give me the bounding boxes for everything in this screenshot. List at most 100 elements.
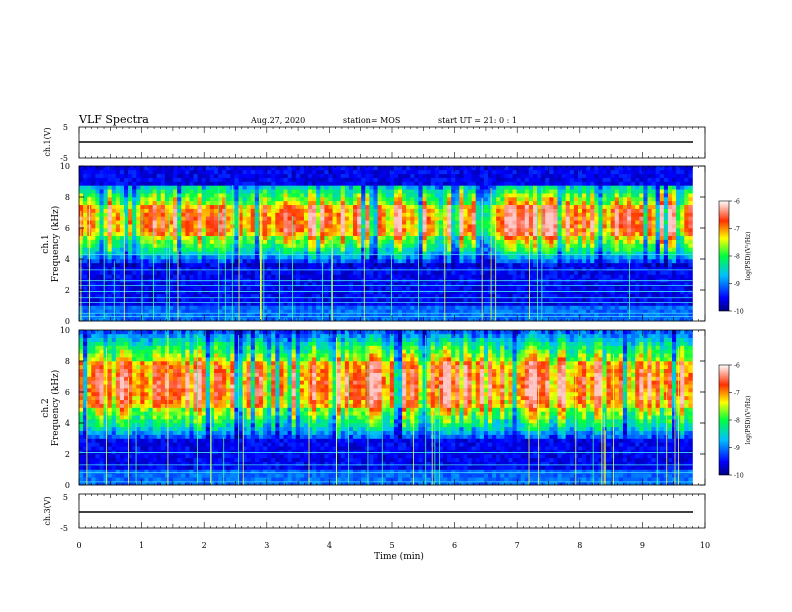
spectrogram-cell [504,169,509,175]
spectrogram-cell [545,224,550,229]
spectrogram-cell [344,274,350,279]
spectrogram-cell [177,212,182,217]
spectrogram-cell [168,247,174,252]
spectrogram-cell [541,274,546,279]
spectrogram-cell [381,193,387,198]
spectrogram-cell [430,309,436,314]
spectrogram-cell [537,301,542,306]
spectrogram-cell [430,200,436,206]
spectrogram-cell [451,274,456,279]
spectrogram-cell [299,169,305,175]
spectrogram-cell [234,193,239,198]
spectrogram-cell [99,251,104,256]
spectrogram-cell [381,204,387,209]
spectrogram-cell [275,313,280,318]
spectrogram-cell [107,290,113,295]
spectrogram-cell [95,177,100,182]
spectrogram-cell [344,305,350,310]
spectrogram-cell [193,204,198,209]
spectrogram-cell [336,173,342,178]
spectrogram-cell [348,177,354,182]
spectrogram-cell [398,259,403,264]
spectrogram-cell [213,166,219,171]
spectrogram-cell [389,193,395,198]
spectrogram-cell [111,212,117,217]
spectrogram-cell [381,305,387,310]
spectrogram-cell [353,204,358,209]
spectrogram-cell [573,270,579,275]
spectrogram-cell [119,169,125,175]
spectrogram-cell [119,262,125,268]
spectrogram-cell [136,286,141,291]
spectrogram-cell [569,220,575,225]
spectrogram-cell [344,270,350,275]
spectrogram-cell [565,259,571,264]
spectrogram-cell [537,231,542,237]
spectrogram-cell [381,309,387,314]
spectrogram-cell [164,200,170,206]
spectrogram-cell [128,166,133,171]
spectrogram-cell [393,282,399,287]
spectrogram-cell [299,220,305,225]
spectrogram-cell [434,251,440,256]
spectrogram-cell [128,282,133,287]
spectrogram-cell [537,282,542,287]
spectrogram-cell [586,317,591,322]
spectrogram-cell [324,259,329,264]
spectrogram-cell [569,166,575,171]
spectrogram-cell [340,185,346,190]
spectrogram-cell [205,185,211,190]
spectrogram-cell [582,197,587,202]
spectrogram-cell [508,270,513,275]
spectrogram-cell [344,173,350,178]
spectrogram-cell [209,220,215,225]
spectrogram-cell [361,305,366,310]
spectrogram-cell [528,247,534,252]
spectrogram-cell [316,270,321,275]
spectrogram-cell [119,216,125,221]
spectrogram-cell [168,259,174,264]
spectrogram-cell [340,297,346,302]
spectrogram-cell [443,220,448,225]
spectrogram-cell [426,169,432,175]
spectrogram-cell [492,228,497,233]
spectrogram-cell [291,177,297,182]
spectrogram-cell [406,189,411,194]
spectrogram-cell [471,317,477,322]
spectrogram-cell [332,286,337,291]
spectrogram-cell [336,286,342,291]
spectrogram-cell [443,193,448,198]
spectrogram-cell [492,297,497,302]
spectrogram-cell [218,189,223,194]
spectrogram-cell [348,251,354,256]
spectrogram-cell [410,200,415,206]
spectrogram-cell [471,297,477,302]
spectrogram-cell [512,189,517,194]
spectrogram-cell [561,173,566,178]
spectrogram-cell [144,235,149,240]
spectrogram-cell [123,293,129,299]
spectrogram-cell [393,317,399,322]
spectrogram-cell [91,317,96,322]
spectrogram-cell [312,297,317,302]
spectrogram-cell [226,305,231,310]
spectrogram-cell [303,228,309,233]
spectrogram-cell [586,286,591,291]
spectrogram-cell [111,173,117,178]
spectrogram-cell [91,255,96,260]
spectrogram-cell [308,286,313,291]
spectrogram-cell [168,305,174,310]
spectrogram-cell [340,216,346,221]
spectrogram-cell [537,197,542,202]
spectrogram-cell [271,286,276,291]
spectrogram-cell [250,224,256,229]
spectrogram-cell [434,208,440,213]
spectrogram-cell [398,169,403,175]
spectrogram-cell [475,181,481,186]
spectrogram-cell [369,204,374,209]
spectrogram-cell [361,262,366,268]
spectrogram-cell [577,239,583,244]
spectrogram-cell [393,220,399,225]
spectrogram-cell [209,297,215,302]
spectrogram-cell [291,274,297,279]
